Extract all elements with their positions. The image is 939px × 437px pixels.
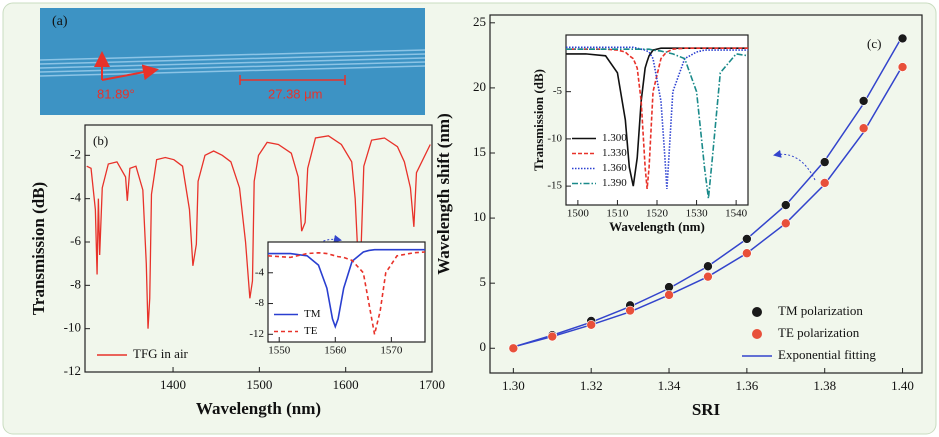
panel-label: (b)	[93, 133, 108, 148]
point	[547, 331, 558, 342]
plot-frame	[565, 34, 749, 206]
line-series	[566, 47, 748, 190]
y-tick-label: 0	[480, 339, 487, 354]
y-axis-label: Transmission (dB)	[531, 69, 546, 171]
point	[625, 305, 635, 316]
x-tick-label: 1560	[324, 345, 347, 357]
x-tick-label: 1520	[646, 208, 669, 220]
scale-bar	[239, 75, 346, 85]
chart: 1.30 1.32 1.34 1.36 1.38 1.400510152025SRIWav…	[434, 14, 923, 419]
line-series	[267, 251, 426, 335]
plot-frame	[489, 14, 923, 374]
x-tick-label: 1700	[419, 377, 445, 392]
chart: 1400 1500 1600 1700 -2 -4 -6 -8 -10 -12 Wavelength…	[29, 124, 445, 418]
y-axis-label: Transmission (dB)	[29, 182, 48, 315]
legend-label: TM polarization	[778, 303, 863, 318]
y-tick-label: -8	[70, 276, 81, 291]
x-axis-label: SRI	[692, 400, 721, 419]
legend-label: 1.300	[602, 132, 627, 144]
legend-marker	[752, 329, 762, 339]
point	[742, 234, 752, 244]
x-tick-label: 1500	[246, 377, 272, 392]
y-tick-label: -8	[255, 297, 265, 309]
point	[780, 218, 791, 229]
y-tick-label: 20	[473, 79, 486, 94]
point	[780, 200, 791, 210]
x-tick-label: 1540	[725, 208, 748, 220]
legend-label: TE polarization	[778, 325, 860, 340]
legend-label: TE	[304, 325, 318, 337]
point	[586, 320, 596, 330]
legend-label: TFG in air	[133, 346, 189, 361]
x-tick-label: 1.34	[658, 378, 681, 393]
y-tick-label: -6	[70, 233, 81, 248]
legend-label: 1.390	[602, 177, 627, 189]
point	[703, 261, 713, 272]
x-axis-label: Wavelength (nm)	[609, 219, 705, 234]
y-tick-label: 5	[480, 274, 487, 289]
y-axis-label: Wavelength shift (nm)	[434, 113, 453, 275]
point	[858, 96, 869, 106]
x-tick-label: 1.36	[735, 378, 758, 393]
point	[742, 248, 752, 259]
line-series	[268, 248, 425, 329]
y-tick-label: -4	[255, 266, 265, 278]
panel-label: (a)	[52, 14, 68, 29]
chart: 1550 1560 1570 -4 -8 -12 TM TE	[249, 241, 426, 357]
x-tick-label: 1400	[160, 377, 186, 392]
x-tick-label: 1570	[380, 345, 403, 357]
y-tick-label: 10	[473, 209, 486, 224]
x-tick-label: 1530	[686, 208, 709, 220]
panel-a: (a) 81.89° 27.38 μm	[39, 8, 426, 115]
y-tick-label: -15	[547, 180, 562, 192]
legend-marker	[752, 307, 762, 317]
arrow	[101, 64, 159, 81]
angle-label: 81.89°	[97, 86, 135, 101]
legend-label: Exponential fitting	[778, 347, 876, 362]
x-tick-label: 1.30	[502, 378, 525, 393]
y-tick-label: 25	[473, 14, 486, 29]
line-series	[566, 46, 748, 189]
line-series	[566, 47, 748, 187]
point	[897, 62, 908, 72]
legend-label: 1.360	[602, 162, 627, 174]
line-series	[566, 48, 749, 199]
point	[664, 290, 674, 300]
scale-label: 27.38 μm	[268, 86, 322, 101]
point	[858, 123, 869, 134]
point	[508, 343, 519, 354]
y-tick-label: -10	[547, 132, 562, 144]
legend-label: TM	[304, 308, 321, 320]
y-tick-label: -12	[64, 363, 81, 378]
point	[897, 33, 908, 44]
y-tick-label: -10	[64, 320, 81, 335]
y-tick-label: -12	[249, 328, 264, 340]
x-tick-label: 1600	[333, 377, 359, 392]
chart: 1500 1510 1520 1530 1540 -5 -10 -15 Wavelength (…	[531, 34, 749, 234]
x-tick-label: 1550	[268, 345, 291, 357]
x-tick-label: 1.40	[891, 378, 914, 393]
point	[819, 157, 830, 167]
plot-frame	[84, 124, 433, 373]
x-tick-label: 1510	[606, 208, 629, 220]
y-tick-label: 15	[473, 144, 486, 159]
y-tick-label: -4	[70, 190, 81, 205]
y-tick-label: -2	[70, 146, 81, 161]
x-axis-label: Wavelength (nm)	[196, 399, 321, 418]
panel-label: (c)	[867, 36, 881, 51]
x-tick-label: 1.32	[580, 378, 603, 393]
y-tick-label: -5	[553, 85, 563, 97]
x-tick-label: 1500	[567, 208, 590, 220]
point	[819, 178, 830, 188]
legend-label: 1.330	[602, 147, 627, 159]
point	[703, 271, 713, 282]
x-tick-label: 1.38	[813, 378, 836, 393]
